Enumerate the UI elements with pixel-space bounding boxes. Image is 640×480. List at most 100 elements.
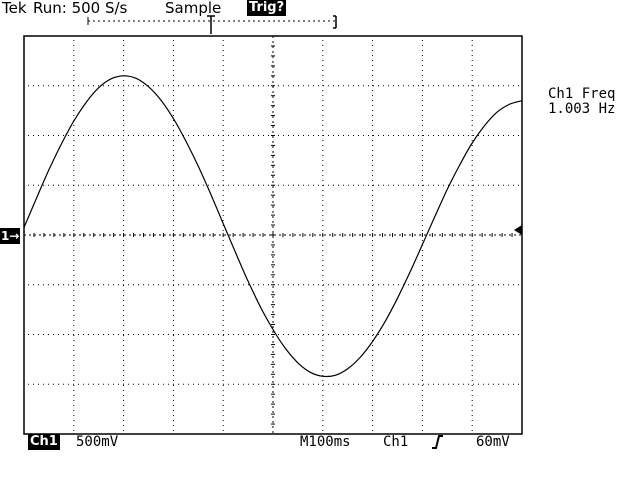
grid-dot bbox=[421, 210, 423, 211]
grid-dot bbox=[471, 170, 473, 171]
grid-dot bbox=[478, 284, 479, 286]
grid-dot bbox=[471, 330, 473, 331]
grid-dot bbox=[28, 334, 29, 335]
grid-dot bbox=[308, 334, 309, 335]
grid-dot bbox=[73, 410, 75, 411]
trigger-status-badge: Trig? bbox=[247, 0, 287, 16]
grid-dot bbox=[398, 135, 399, 136]
grid-dot bbox=[188, 184, 189, 186]
grid-dot bbox=[172, 350, 174, 351]
grid-dot bbox=[322, 120, 324, 121]
grid-dot bbox=[421, 65, 423, 66]
grid-dot bbox=[368, 383, 369, 385]
grid-dot bbox=[222, 110, 224, 111]
volts-per-div: 500mV bbox=[76, 434, 119, 450]
grid-dot bbox=[183, 85, 184, 87]
grid-dot bbox=[73, 145, 75, 146]
acquisition-mode: Sample bbox=[165, 0, 222, 17]
grid-dot bbox=[322, 320, 324, 321]
grid-dot bbox=[423, 383, 424, 385]
grid-dot bbox=[471, 230, 473, 231]
rising-edge-slope-icon bbox=[432, 435, 443, 449]
grid-dot bbox=[33, 135, 34, 136]
grid-dot bbox=[372, 325, 374, 326]
grid-dot bbox=[372, 85, 374, 86]
grid-dot bbox=[223, 383, 224, 385]
grid-dot bbox=[372, 220, 374, 221]
grid-dot bbox=[338, 334, 339, 335]
grid-dot bbox=[428, 184, 429, 186]
grid-dot bbox=[268, 284, 269, 286]
grid-dot bbox=[363, 284, 364, 286]
grid-dot bbox=[471, 220, 473, 221]
grid-dot bbox=[471, 90, 473, 91]
grid-dot bbox=[222, 250, 224, 251]
grid-dot bbox=[218, 135, 219, 136]
grid-dot bbox=[421, 175, 423, 176]
grid-dot bbox=[372, 70, 374, 71]
grid-dot bbox=[458, 284, 459, 286]
grid-dot bbox=[453, 184, 454, 186]
grid-dot bbox=[172, 145, 174, 146]
grid-dot bbox=[513, 184, 514, 186]
grid-dot bbox=[93, 85, 94, 87]
grid-dot bbox=[458, 334, 459, 335]
grid-dot bbox=[128, 334, 129, 335]
grid-dot bbox=[123, 245, 125, 246]
grid-dot bbox=[421, 305, 423, 306]
grid-dot bbox=[222, 325, 224, 326]
grid-dot bbox=[113, 135, 114, 136]
grid-dot bbox=[123, 50, 125, 51]
grid-dot bbox=[408, 184, 409, 186]
grid-dot bbox=[322, 65, 324, 66]
grid-dot bbox=[421, 40, 423, 41]
grid-dot bbox=[322, 400, 324, 401]
grid-dot bbox=[73, 130, 75, 131]
grid-dot bbox=[223, 284, 224, 286]
grid-dot bbox=[471, 150, 473, 151]
grid-dot bbox=[73, 390, 75, 391]
grid-dot bbox=[372, 135, 374, 136]
grid-dot bbox=[123, 175, 125, 176]
grid-dot bbox=[133, 334, 134, 335]
grid-dot bbox=[123, 275, 125, 276]
grid-dot bbox=[328, 85, 329, 87]
grid-dot bbox=[318, 334, 319, 335]
grid-dot bbox=[421, 390, 423, 391]
grid-dot bbox=[372, 300, 374, 301]
grid-dot bbox=[322, 210, 324, 211]
grid-dot bbox=[172, 140, 174, 141]
grid-dot bbox=[421, 345, 423, 346]
grid-dot bbox=[183, 334, 184, 335]
grid-dot bbox=[222, 345, 224, 346]
grid-dot bbox=[421, 320, 423, 321]
grid-dot bbox=[73, 230, 75, 231]
grid-dot bbox=[463, 135, 464, 136]
grid-dot bbox=[421, 265, 423, 266]
grid-dot bbox=[78, 383, 79, 385]
grid-dot bbox=[323, 383, 324, 385]
grid-dot bbox=[73, 430, 75, 431]
grid-dot bbox=[322, 230, 324, 231]
grid-dot bbox=[93, 184, 94, 186]
grid-dot bbox=[322, 430, 324, 431]
grid-dot bbox=[471, 135, 473, 136]
grid-dot bbox=[123, 160, 125, 161]
grid-dot bbox=[123, 380, 125, 381]
grid-dot bbox=[471, 95, 473, 96]
grid-dot bbox=[493, 85, 494, 87]
grid-dot bbox=[53, 284, 54, 286]
grid-dot bbox=[172, 230, 174, 231]
grid-dot bbox=[322, 425, 324, 426]
grid-dot bbox=[172, 60, 174, 61]
grid-dot bbox=[322, 85, 324, 86]
grid-dot bbox=[73, 355, 75, 356]
grid-dot bbox=[471, 415, 473, 416]
grid-dot bbox=[363, 135, 364, 136]
grid-dot bbox=[208, 85, 209, 87]
grid-dot bbox=[471, 380, 473, 381]
grid-dot bbox=[388, 135, 389, 136]
grid-dot bbox=[118, 184, 119, 186]
grid-dot bbox=[348, 135, 349, 136]
grid-dot bbox=[73, 184, 74, 186]
